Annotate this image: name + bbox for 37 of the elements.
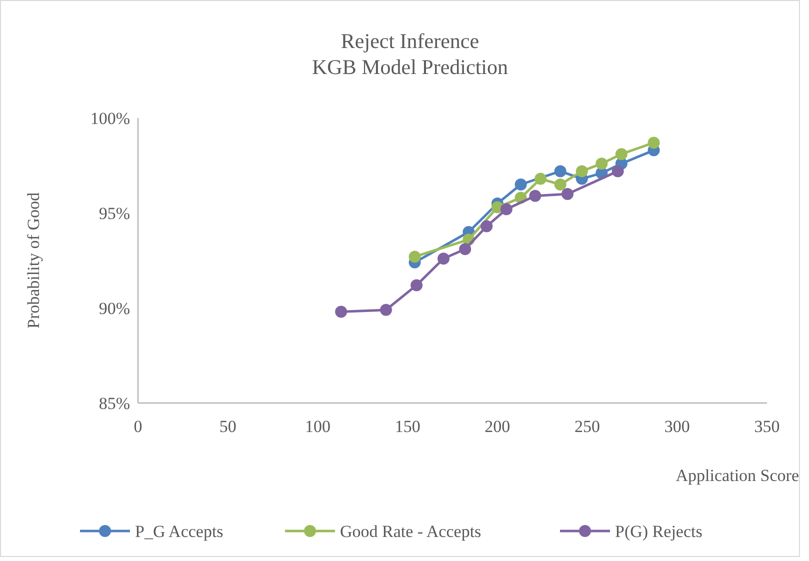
legend-label: P_G Accepts xyxy=(135,522,224,541)
point xyxy=(576,165,588,178)
x-tick-label: 350 xyxy=(754,417,780,436)
point xyxy=(615,148,628,160)
point xyxy=(554,178,566,190)
point xyxy=(459,243,472,256)
x-tick-label: 100 xyxy=(304,417,330,436)
y-axis-title: Probability of Good xyxy=(24,192,43,328)
point xyxy=(534,172,547,185)
x-axis-title: Application Score xyxy=(676,466,799,485)
point xyxy=(408,250,421,263)
x-tick-label: 150 xyxy=(394,417,420,436)
legend-label: Good Rate - Accepts xyxy=(340,522,482,541)
point xyxy=(562,188,574,200)
y-tick-label: 100% xyxy=(90,108,130,128)
point xyxy=(612,165,624,178)
point xyxy=(438,252,450,265)
y-tick-label: 85% xyxy=(98,394,130,413)
point xyxy=(529,190,542,202)
y-tick-label: 90% xyxy=(98,298,130,318)
x-tick-label: 50 xyxy=(219,417,236,436)
point xyxy=(500,203,512,216)
x-tick-label: 300 xyxy=(664,417,690,436)
x-tick-label: 250 xyxy=(574,417,600,436)
point xyxy=(410,279,423,292)
y-tick-label: 95% xyxy=(98,204,130,223)
point xyxy=(554,165,566,178)
point xyxy=(648,136,660,149)
point xyxy=(335,306,348,318)
x-tick-label: 0 xyxy=(134,417,142,436)
chart-title: Reject Inference KGB Model Prediction xyxy=(312,29,508,79)
point xyxy=(480,220,493,232)
point xyxy=(514,178,527,190)
point xyxy=(596,158,608,170)
legend-label: P(G) Rejects xyxy=(615,522,702,541)
point xyxy=(380,304,392,316)
x-tick-label: 200 xyxy=(484,417,510,436)
